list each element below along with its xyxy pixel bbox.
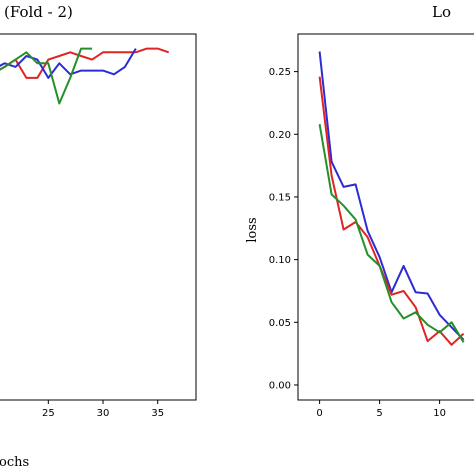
right-chart-panel: Lo 0 5 10 0.00 0.05 0.10 0.15 0.20 0.25 loss: [245, 3, 474, 419]
right-y-tick-label: 0.00: [269, 380, 291, 391]
left-chart-panel: (Fold - 2) 25 30 35 ochs: [0, 3, 197, 470]
right-series-line-1: [318, 51, 465, 341]
right-y-axis-label: loss: [245, 217, 260, 242]
left-x-tick-label: 25: [42, 408, 55, 419]
right-y-tick-label: 0.05: [269, 318, 291, 329]
left-x-tick-label: 30: [97, 408, 110, 419]
right-x-tick-label: 5: [376, 408, 382, 419]
left-series-line-1: [0, 47, 170, 79]
right-y-tick-label: 0.10: [269, 255, 291, 266]
right-chart-title: Lo: [432, 3, 451, 21]
right-plot-frame: [297, 33, 474, 401]
right-y-tick-label: 0.15: [269, 192, 291, 203]
left-series-line-3: [0, 47, 93, 105]
right-axis-ticks: 0 5 10 0.00 0.05 0.10 0.15 0.20 0.25: [269, 67, 446, 419]
right-x-tick-label: 10: [433, 408, 446, 419]
left-x-tick-label: 35: [151, 408, 164, 419]
right-y-tick-label: 0.20: [269, 130, 291, 141]
left-x-axis-label: ochs: [0, 455, 29, 470]
left-series-line-2: [0, 48, 137, 79]
left-x-ticks: 25 30 35: [42, 400, 164, 419]
left-plot-frame: [0, 33, 197, 401]
left-series-group: [0, 47, 170, 105]
right-y-tick-label: 0.25: [269, 67, 291, 78]
right-series-group: [318, 51, 465, 346]
right-series-line-3: [318, 124, 465, 343]
right-x-tick-label: 0: [316, 408, 322, 419]
right-series-line-2: [318, 76, 465, 346]
left-chart-title: (Fold - 2): [4, 3, 73, 21]
